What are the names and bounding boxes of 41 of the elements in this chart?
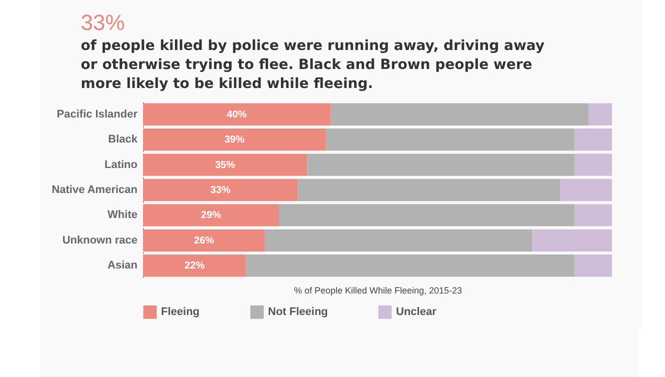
bar (143, 178, 298, 202)
data-label: 40% (226, 109, 247, 120)
y-tick-label: Latino (104, 158, 138, 171)
bar (326, 128, 574, 151)
x-axis-title: % of People Killed While Fleeing, 2015-23 (294, 286, 462, 296)
legend-label: Not Fleeing (268, 306, 328, 318)
bar (574, 204, 612, 226)
data-label: 22% (184, 260, 205, 272)
bar (143, 254, 246, 277)
bar (307, 154, 574, 176)
legend-label: Fleeing (161, 306, 200, 318)
y-tick-label: Native American (52, 184, 138, 196)
data-label: 29% (200, 210, 222, 222)
data-label: 39% (224, 134, 245, 146)
bar (143, 128, 326, 151)
data-label: 33% (210, 185, 230, 196)
bar (264, 229, 532, 252)
chart-title: 33% (80, 10, 125, 35)
bar (330, 103, 589, 126)
bar (143, 103, 331, 126)
bar (574, 154, 612, 176)
y-tick-label: White (108, 209, 138, 222)
data-label: 35% (215, 160, 236, 171)
bar (143, 229, 265, 252)
chart-subtitle: of people killed by police were running away, driving away or otherwise trying to flee. Black and Brown people were more likely to be killed while fleeing. (80, 38, 545, 92)
bar (588, 103, 612, 126)
bar (279, 204, 574, 226)
legend-label: Unclear (396, 306, 438, 318)
data-label: 26% (194, 235, 214, 246)
y-tick-label: Black (108, 134, 138, 146)
bar (532, 229, 612, 252)
bar (298, 178, 560, 202)
y-tick-label: Unknown race (62, 234, 138, 246)
bar (143, 204, 280, 226)
bar (246, 254, 574, 277)
bar (574, 128, 612, 151)
bar (574, 254, 612, 277)
bar (143, 154, 308, 176)
y-tick-label: Pacific Islander (56, 108, 138, 120)
bar (560, 178, 612, 202)
y-tick-label: Asian (108, 260, 138, 272)
